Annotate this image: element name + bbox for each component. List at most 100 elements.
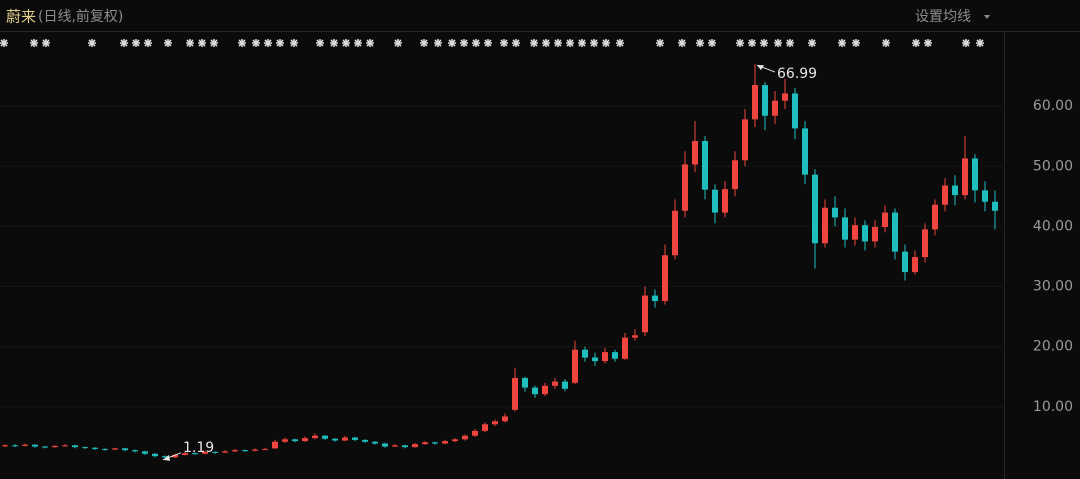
candle-body — [812, 174, 818, 244]
candle-body — [182, 453, 188, 455]
candle-body — [522, 377, 528, 388]
candle-body — [2, 445, 8, 447]
candle-body — [292, 439, 298, 442]
event-marker — [566, 39, 574, 47]
candle-body — [602, 352, 608, 362]
candle-body — [172, 454, 178, 458]
annotation-arrowhead — [757, 65, 764, 71]
candle-body — [32, 444, 38, 447]
event-marker — [786, 39, 794, 47]
candle-body — [682, 164, 688, 211]
candle-body — [732, 160, 738, 190]
candle-body — [282, 439, 288, 442]
event-marker — [276, 39, 284, 47]
event-marker — [976, 39, 984, 47]
candle-body — [342, 437, 348, 441]
y-tick-label: 30.00 — [1033, 279, 1073, 295]
candle-body — [382, 443, 388, 447]
candle-body — [402, 445, 408, 448]
event-marker — [736, 39, 744, 47]
event-marker — [748, 39, 756, 47]
candle-body — [312, 435, 318, 439]
y-tick-label: 40.00 — [1033, 218, 1073, 234]
candle-body — [892, 212, 898, 252]
event-markers — [0, 39, 984, 47]
event-marker — [484, 39, 492, 47]
high-annotation: 66.99 — [777, 66, 817, 82]
candle-body — [502, 416, 508, 422]
candle-body — [82, 447, 88, 449]
low-annotation: 1.19 — [183, 440, 214, 456]
candle-body — [952, 185, 958, 196]
candle-body — [712, 189, 718, 213]
candle-body — [962, 158, 968, 196]
candle-body — [562, 381, 568, 389]
event-marker — [512, 39, 520, 47]
candle-body — [622, 337, 628, 359]
candle-body — [722, 189, 728, 213]
event-marker — [316, 39, 324, 47]
event-marker — [198, 39, 206, 47]
candle-body — [12, 445, 18, 447]
candle-body — [72, 445, 78, 448]
event-marker — [678, 39, 686, 47]
event-marker — [132, 39, 140, 47]
candle-body — [632, 335, 638, 338]
candle-body — [852, 225, 858, 240]
event-marker — [330, 39, 338, 47]
candle-body — [52, 445, 58, 448]
candle-body — [442, 441, 448, 444]
candle-body — [482, 424, 488, 431]
event-marker — [472, 39, 480, 47]
candle-body — [922, 229, 928, 258]
candle-body — [412, 444, 418, 448]
event-marker — [434, 39, 442, 47]
candle-body — [22, 444, 28, 446]
event-marker — [852, 39, 860, 47]
event-marker — [838, 39, 846, 47]
event-marker — [962, 39, 970, 47]
candle-body — [462, 435, 468, 440]
candle-body — [422, 442, 428, 445]
candle-body — [452, 439, 458, 442]
event-marker — [394, 39, 402, 47]
candle-body — [842, 217, 848, 240]
candle-body — [332, 438, 338, 441]
dropdown-caret[interactable] — [984, 15, 990, 19]
candle-body — [222, 451, 228, 453]
candle-body — [42, 446, 48, 448]
event-marker — [264, 39, 272, 47]
event-marker — [590, 39, 598, 47]
event-marker — [186, 39, 194, 47]
y-tick-label: 10.00 — [1033, 399, 1073, 415]
event-marker — [542, 39, 550, 47]
candle-body — [362, 439, 368, 442]
candle-body — [352, 437, 358, 440]
event-marker — [290, 39, 298, 47]
candle-body — [672, 210, 678, 256]
candle-body — [752, 85, 758, 120]
candle-body — [372, 441, 378, 444]
candle-body — [612, 352, 618, 359]
y-tick-label: 50.00 — [1033, 158, 1073, 174]
event-marker — [448, 39, 456, 47]
candle-body — [982, 190, 988, 202]
event-marker — [708, 39, 716, 47]
event-marker — [88, 39, 96, 47]
candle-body — [942, 185, 948, 205]
event-marker — [238, 39, 246, 47]
event-marker — [420, 39, 428, 47]
candle-body — [652, 295, 658, 301]
candle-body — [992, 201, 998, 211]
candle-body — [762, 85, 768, 116]
candle-body — [832, 207, 838, 218]
candle-body — [592, 357, 598, 362]
event-marker — [882, 39, 890, 47]
candle-body — [582, 349, 588, 358]
candle-body — [92, 447, 98, 449]
event-marker — [774, 39, 782, 47]
candle-body — [272, 441, 278, 449]
candle-body — [192, 453, 198, 455]
ma-settings-button[interactable]: 设置均线 — [915, 9, 971, 25]
candle-body — [102, 448, 108, 450]
